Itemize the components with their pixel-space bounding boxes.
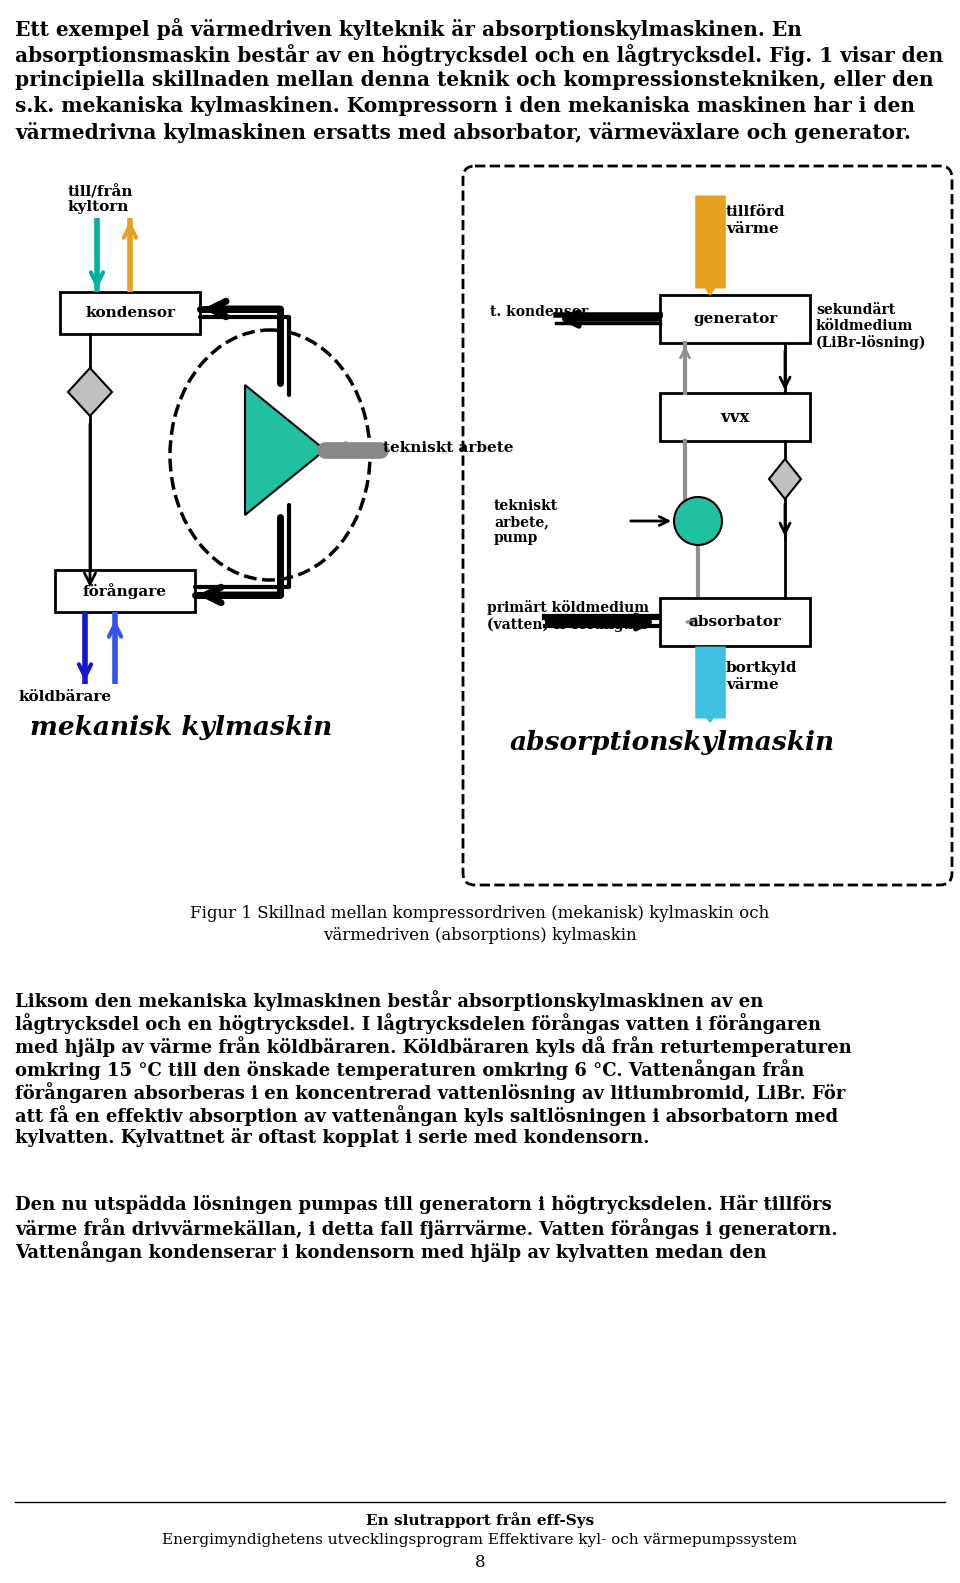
Text: t. kondensor: t. kondensor xyxy=(490,306,588,320)
Text: Energimyndighetens utvecklingsprogram Effektivare kyl- och värmepumpssystem: Energimyndighetens utvecklingsprogram Ef… xyxy=(162,1532,798,1547)
Text: köldmedium: köldmedium xyxy=(816,320,913,332)
Text: kyltorn: kyltorn xyxy=(68,199,130,214)
Text: tillförd: tillförd xyxy=(726,206,785,218)
Text: sekundärt: sekundärt xyxy=(816,302,895,317)
Text: pump: pump xyxy=(494,530,539,545)
Text: omkring 15 °C till den önskade temperaturen omkring 6 °C. Vattenångan från: omkring 15 °C till den önskade temperatu… xyxy=(15,1059,804,1080)
Bar xyxy=(660,393,810,442)
Text: med hjälp av värme från köldbäraren. Köldbäraren kyls då från returtemperaturen: med hjälp av värme från köldbäraren. Köl… xyxy=(15,1035,852,1057)
Text: 8: 8 xyxy=(474,1555,486,1570)
Text: primärt köldmedium: primärt köldmedium xyxy=(487,600,649,616)
Text: värmedrivna kylmaskinen ersatts med absorbator, värmeväxlare och generator.: värmedrivna kylmaskinen ersatts med abso… xyxy=(15,122,911,142)
Text: tekniskt: tekniskt xyxy=(494,499,558,513)
Bar xyxy=(55,570,195,613)
Text: mekanisk kylmaskin: mekanisk kylmaskin xyxy=(30,716,332,739)
Text: värme: värme xyxy=(726,222,779,236)
Bar xyxy=(60,291,200,334)
Text: lågtrycksdel och en högtrycksdel. I lågtrycksdelen förångas vatten i förångaren: lågtrycksdel och en högtrycksdel. I lågt… xyxy=(15,1013,821,1034)
Polygon shape xyxy=(769,459,801,499)
Polygon shape xyxy=(68,367,112,416)
Text: till/från: till/från xyxy=(68,185,133,199)
Circle shape xyxy=(674,497,722,545)
Text: Den nu utspädda lösningen pumpas till generatorn i högtrycksdelen. Här tillförs: Den nu utspädda lösningen pumpas till ge… xyxy=(15,1195,831,1214)
Text: bortkyld: bortkyld xyxy=(726,662,798,674)
Bar xyxy=(660,598,810,646)
Polygon shape xyxy=(697,275,723,294)
Text: arbete,: arbete, xyxy=(494,514,549,529)
Text: principiella skillnaden mellan denna teknik och kompressionstekniken, eller den: principiella skillnaden mellan denna tek… xyxy=(15,70,934,90)
Polygon shape xyxy=(697,706,723,722)
Text: kylvatten. Kylvattnet är oftast kopplat i serie med kondensorn.: kylvatten. Kylvattnet är oftast kopplat … xyxy=(15,1129,650,1148)
Text: värme: värme xyxy=(726,678,779,692)
Text: vvx: vvx xyxy=(720,408,750,426)
Text: generator: generator xyxy=(693,312,778,326)
Text: att få en effektiv absorption av vattenångan kyls saltlösningen i absorbatorn me: att få en effektiv absorption av vattenå… xyxy=(15,1105,838,1126)
Text: (vatten) fr förångare: (vatten) fr förångare xyxy=(487,616,649,632)
Text: absorptionsmaskin består av en högtrycksdel och en lågtrycksdel. Fig. 1 visar de: absorptionsmaskin består av en högtrycks… xyxy=(15,44,944,66)
Text: köldbärare: köldbärare xyxy=(18,690,111,704)
Text: förångare: förångare xyxy=(83,583,167,598)
Text: värme från drivvärmekällan, i detta fall fjärrvärme. Vatten förångas i generator: värme från drivvärmekällan, i detta fall… xyxy=(15,1217,838,1239)
Text: Ett exempel på värmedriven kylteknik är absorptionskylmaskinen. En: Ett exempel på värmedriven kylteknik är … xyxy=(15,17,802,40)
Text: s.k. mekaniska kylmaskinen. Kompressorn i den mekaniska maskinen har i den: s.k. mekaniska kylmaskinen. Kompressorn … xyxy=(15,97,915,116)
Text: Liksom den mekaniska kylmaskinen består absorptionskylmaskinen av en: Liksom den mekaniska kylmaskinen består … xyxy=(15,989,763,1012)
Text: En slutrapport från eff-Sys: En slutrapport från eff-Sys xyxy=(366,1512,594,1528)
Text: Vattenångan kondenserar i kondensorn med hjälp av kylvatten medan den: Vattenångan kondenserar i kondensorn med… xyxy=(15,1241,767,1262)
Text: värmedriven (absorptions) kylmaskin: värmedriven (absorptions) kylmaskin xyxy=(324,928,636,943)
Text: (LiBr-lösning): (LiBr-lösning) xyxy=(816,336,926,350)
Bar xyxy=(660,294,810,344)
Text: absorptionskylmaskin: absorptionskylmaskin xyxy=(510,730,835,755)
Text: Figur 1 Skillnad mellan kompressordriven (mekanisk) kylmaskin och: Figur 1 Skillnad mellan kompressordriven… xyxy=(190,905,770,921)
Text: kondensor: kondensor xyxy=(85,306,175,320)
Text: tekniskt arbete: tekniskt arbete xyxy=(383,442,514,454)
Text: förångaren absorberas i en koncentrerad vattenlösning av litiumbromid, LiBr. För: förångaren absorberas i en koncentrerad … xyxy=(15,1083,846,1103)
Text: absorbator: absorbator xyxy=(688,616,781,628)
Polygon shape xyxy=(245,385,325,514)
